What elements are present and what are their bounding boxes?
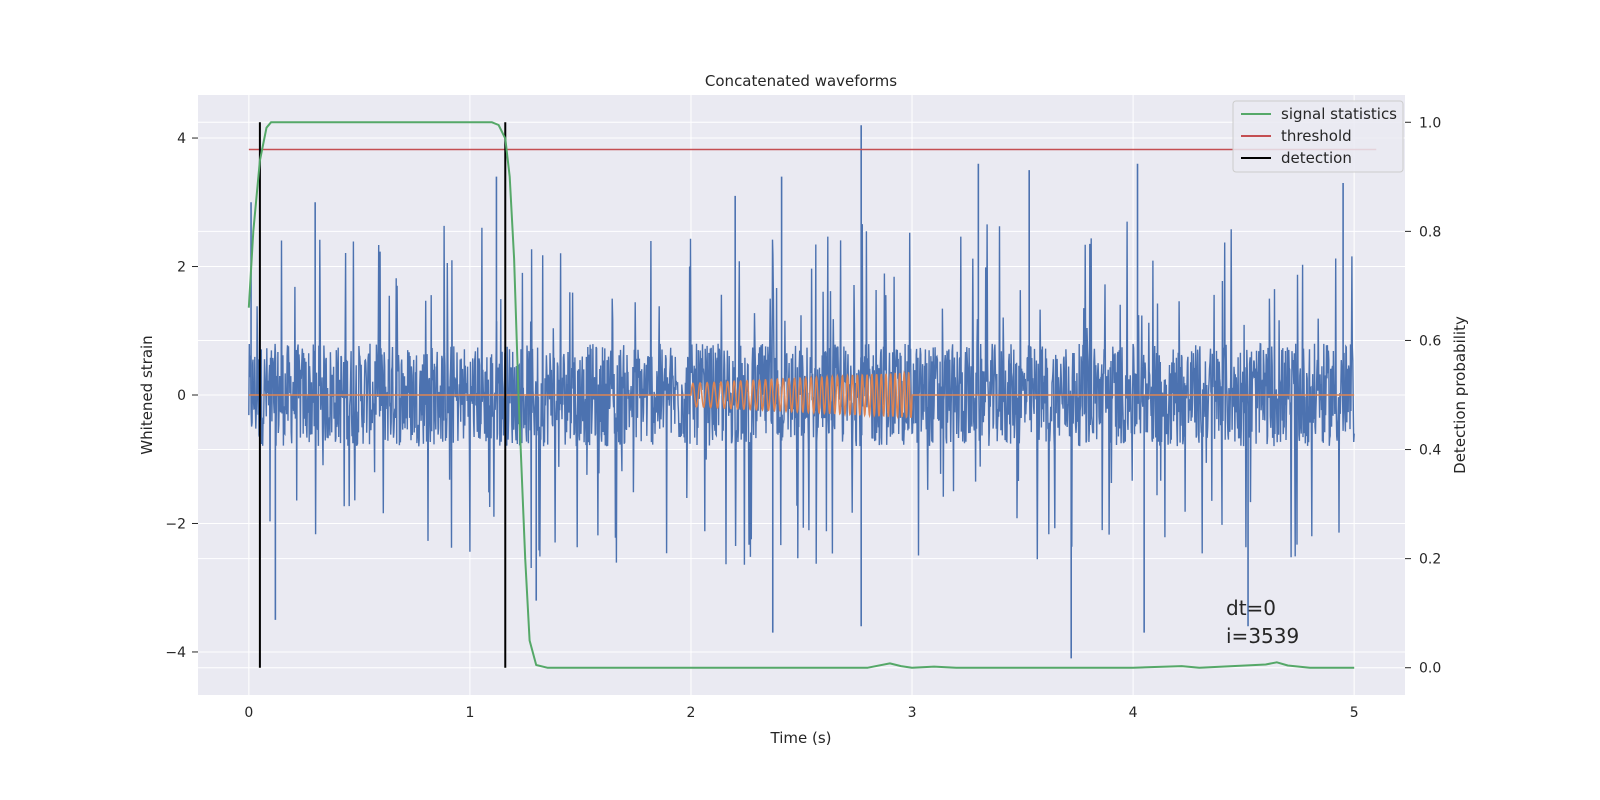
y-right-tick-label: 0.4	[1419, 443, 1441, 459]
annotation: dt=0 i=3539	[1226, 596, 1299, 648]
injected-waveform-series	[248, 370, 1355, 420]
legend-label-threshold: threshold	[1281, 127, 1352, 145]
x-tick-label: 3	[908, 705, 917, 721]
x-tick-label: 2	[687, 705, 696, 721]
y-right-tick-label: 1.0	[1419, 115, 1441, 131]
y-left-tick-label: 4	[177, 131, 186, 147]
legend: signal statistics threshold detection	[1232, 100, 1404, 173]
legend-label-signal-statistics: signal statistics	[1281, 105, 1397, 123]
y-left-tick-label: −4	[165, 645, 186, 661]
x-tick-label: 1	[465, 705, 474, 721]
annotation-line-2: i=3539	[1226, 624, 1299, 648]
y-right-tick-label: 0.0	[1419, 661, 1441, 677]
x-tick-label: 0	[244, 705, 253, 721]
strain-trace	[248, 221, 1355, 569]
y-axis-label-left: Whitened strain	[138, 335, 156, 454]
chart-title: Concatenated waveforms	[705, 72, 897, 90]
strain-series	[248, 125, 1355, 659]
annotation-line-1: dt=0	[1226, 596, 1276, 620]
x-axis-label: Time (s)	[770, 729, 832, 747]
y-left-tick-label: 0	[177, 388, 186, 404]
signal-statistics-line	[247, 121, 1355, 669]
y-left-tick-label: 2	[177, 260, 186, 276]
probability-series	[247, 121, 1377, 669]
legend-label-detection: detection	[1281, 149, 1352, 167]
x-tick-label: 5	[1350, 705, 1359, 721]
y-right-tick-label: 0.8	[1419, 224, 1441, 240]
injected-waveform-trace	[248, 370, 1355, 420]
ticks: 0 1 2 3 4 5 −4 −2 0 2 4 0.0 0.2 0.4 0.6 0.8 1.0	[165, 115, 1441, 721]
y-right-tick-label: 0.2	[1419, 552, 1441, 568]
x-tick-label: 4	[1129, 705, 1138, 721]
y-axis-label-right: Detection probability	[1451, 316, 1469, 474]
y-left-tick-label: −2	[165, 516, 186, 532]
y-right-tick-label: 0.6	[1419, 333, 1441, 349]
legend-box	[1232, 100, 1404, 173]
